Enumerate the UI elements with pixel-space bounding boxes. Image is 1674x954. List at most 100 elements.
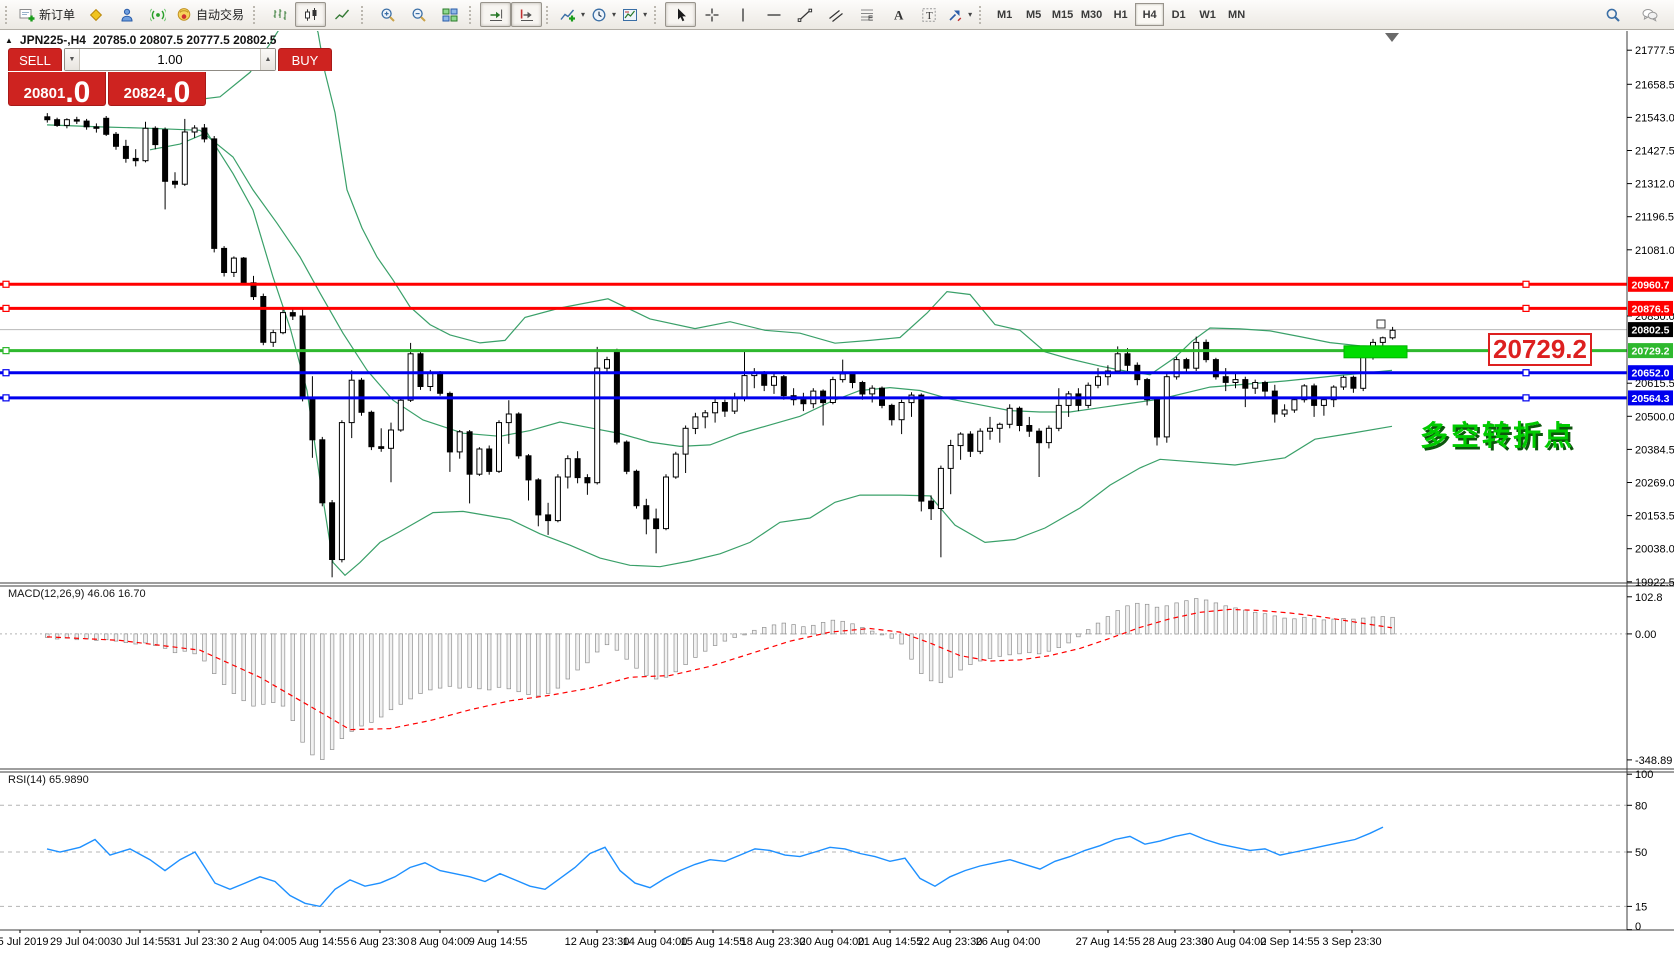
- line-chart-button[interactable]: [326, 2, 357, 27]
- sell-price-fraction: .0: [65, 75, 91, 109]
- tile-windows-button[interactable]: [434, 2, 465, 27]
- arrows-button[interactable]: ▾: [944, 2, 975, 27]
- toolbar: 新订单 自动交易 ▾ ▾ ▾ E A T ▾ M1 M5 M15 M30 H1 H4 D1 W1 MN: [0, 0, 1674, 30]
- text-button[interactable]: A: [882, 2, 913, 27]
- metaeditor-button[interactable]: [80, 2, 111, 27]
- svg-text:0: 0: [1635, 921, 1641, 933]
- timeframe-mn-button[interactable]: MN: [1228, 8, 1246, 21]
- signals-button[interactable]: [142, 2, 173, 27]
- sell-price-button[interactable]: 20801 .0: [8, 72, 106, 109]
- macd-label: MACD(12,26,9) 46.06 16.70: [8, 588, 146, 600]
- trend-icon: [797, 8, 812, 22]
- new-order-button[interactable]: 新订单: [16, 2, 80, 27]
- horizontal-line-button[interactable]: [758, 2, 789, 27]
- periods-button[interactable]: ▾: [588, 2, 619, 27]
- autotrading-icon: [177, 7, 191, 21]
- candles-icon: [304, 7, 317, 21]
- template-icon: [623, 8, 638, 21]
- experts-button[interactable]: [111, 2, 142, 27]
- object-anchor-square[interactable]: [1376, 319, 1386, 329]
- svg-text:A: A: [894, 7, 904, 22]
- bar-chart-button[interactable]: [264, 2, 295, 27]
- timeframe-w1-button[interactable]: W1: [1199, 8, 1216, 21]
- chart-title: ▲ JPN225-,H4 20785.0 20807.5 20777.5 208…: [5, 33, 276, 47]
- toolbar-group-3: [467, 1, 543, 29]
- svg-text:30 Jul 14:55: 30 Jul 14:55: [110, 936, 170, 948]
- main-pane[interactable]: [0, 12, 1627, 578]
- rsi-pane[interactable]: [0, 804, 1627, 908]
- bars-icon: [273, 8, 286, 20]
- svg-text:14 Aug 04:00: 14 Aug 04:00: [623, 936, 688, 948]
- channel-button[interactable]: [820, 2, 851, 27]
- volume-decrease-button[interactable]: ▼: [65, 49, 80, 70]
- green-zone-box[interactable]: [1343, 345, 1408, 359]
- crosshair-button[interactable]: [696, 2, 727, 27]
- buy-button[interactable]: BUY: [278, 48, 332, 71]
- chevron-down-icon: ▾: [612, 10, 617, 19]
- svg-text:31 Jul 23:30: 31 Jul 23:30: [169, 936, 229, 948]
- chart-shift-button[interactable]: [511, 2, 543, 27]
- svg-text:20802.5: 20802.5: [1632, 325, 1670, 337]
- timeframe-h1-button[interactable]: H1: [1113, 8, 1128, 21]
- timeframe-h4-button[interactable]: H4: [1135, 3, 1165, 26]
- templates-button[interactable]: ▾: [619, 2, 650, 27]
- zoom-out-button[interactable]: [403, 2, 434, 27]
- sell-button[interactable]: SELL: [8, 48, 62, 71]
- text-label-button[interactable]: T: [913, 2, 944, 27]
- toolbar-grip: [654, 5, 660, 24]
- indicators-button[interactable]: ▾: [557, 2, 588, 27]
- vertical-line-button[interactable]: [727, 2, 758, 27]
- timeframe-m15-button[interactable]: M15: [1051, 8, 1074, 21]
- candlestick-chart-button[interactable]: [295, 2, 327, 27]
- price-callout-label[interactable]: 20729.2: [1488, 333, 1592, 366]
- autotrading-button[interactable]: 自动交易: [173, 2, 249, 27]
- collapse-panel-icon[interactable]: ▲: [5, 35, 13, 45]
- svg-text:26 Aug 04:00: 26 Aug 04:00: [976, 936, 1041, 948]
- volume-increase-button[interactable]: ▲: [260, 49, 275, 70]
- svg-text:20652.0: 20652.0: [1632, 368, 1670, 380]
- svg-text:19922.5: 19922.5: [1635, 577, 1674, 589]
- timeframe-m30-button[interactable]: M30: [1080, 8, 1103, 21]
- timeframe-m1-button[interactable]: M1: [996, 8, 1013, 21]
- price-axis[interactable]: 21777.5 21658.5 21543.0 21427.5 21312.0 21196…: [1627, 45, 1674, 933]
- new-order-button-label: 新订单: [39, 8, 76, 22]
- symbol-label: JPN225-,H4: [19, 33, 86, 47]
- fibonacci-button[interactable]: E: [851, 2, 882, 27]
- toolbar-group-0: 新订单 自动交易: [3, 1, 249, 29]
- zoom-in-button[interactable]: [372, 2, 403, 27]
- search-button[interactable]: [1597, 2, 1628, 27]
- toolbar-group-5: E A T ▾: [652, 1, 975, 29]
- macd-pane[interactable]: [0, 598, 1627, 760]
- toolbar-grip: [253, 5, 259, 24]
- trendline-button[interactable]: [789, 2, 820, 27]
- svg-text:5 Aug 14:55: 5 Aug 14:55: [291, 936, 350, 948]
- timeframe-m5-button[interactable]: M5: [1025, 8, 1042, 21]
- timeframe-d1-button[interactable]: D1: [1171, 8, 1186, 21]
- svg-text:20876.5: 20876.5: [1632, 303, 1670, 315]
- chart-shift-marker-icon[interactable]: [1385, 33, 1399, 42]
- metaeditor-icon: [89, 8, 102, 21]
- turning-point-note[interactable]: 多空转折点: [1420, 420, 1576, 451]
- signals-icon: [149, 8, 166, 21]
- buy-price-button[interactable]: 20824 .0: [108, 72, 206, 107]
- svg-text:20384.5: 20384.5: [1635, 444, 1674, 456]
- cursor-button[interactable]: [665, 2, 697, 27]
- svg-text:15: 15: [1635, 901, 1647, 913]
- svg-text:21777.5: 21777.5: [1635, 45, 1674, 57]
- svg-text:21196.5: 21196.5: [1635, 212, 1674, 224]
- svg-text:28 Aug 23:30: 28 Aug 23:30: [1143, 936, 1208, 948]
- svg-text:20 Aug 04:00: 20 Aug 04:00: [800, 936, 865, 948]
- auto-scroll-button[interactable]: [480, 2, 512, 27]
- svg-text:21427.5: 21427.5: [1635, 146, 1674, 158]
- bollinger-upper-band: [149, 31, 1393, 376]
- svg-text:20153.5: 20153.5: [1635, 511, 1674, 523]
- chat-button[interactable]: [1634, 2, 1665, 27]
- volume-input[interactable]: [80, 49, 260, 70]
- toolbar-group-4: ▾ ▾ ▾: [544, 1, 650, 29]
- svg-text:20960.7: 20960.7: [1632, 279, 1670, 291]
- svg-text:3 Sep 23:30: 3 Sep 23:30: [1322, 936, 1381, 948]
- svg-text:21312.0: 21312.0: [1635, 179, 1674, 191]
